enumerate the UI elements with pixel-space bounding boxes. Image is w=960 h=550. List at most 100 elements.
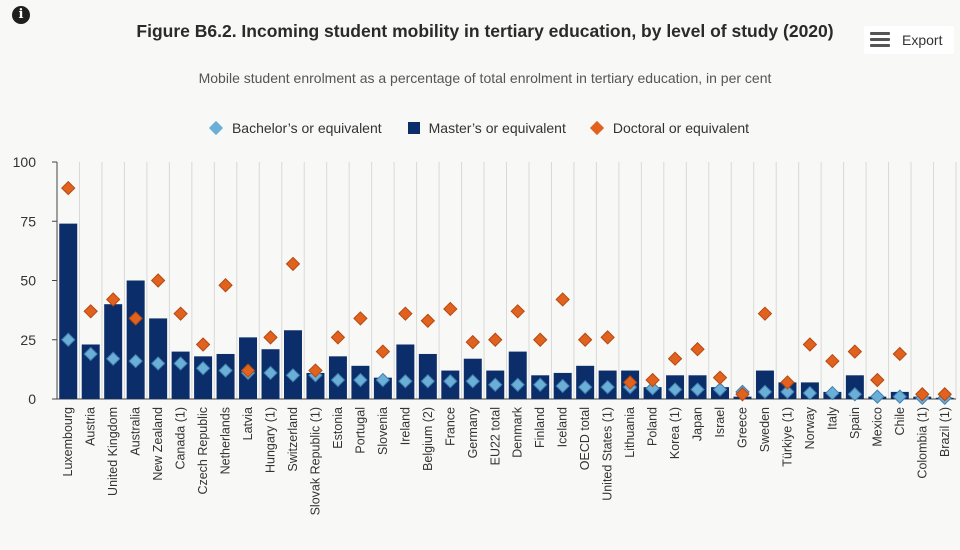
bachelor-point [555,378,570,394]
bachelor-point [667,382,683,397]
x-tick-label: Japan [691,407,705,441]
master-bar [396,344,415,399]
legend-bachelor-diamond-icon [208,120,224,136]
doctoral-point [353,311,368,326]
doctoral-point [600,330,615,345]
x-tick-label: Chile [893,407,907,436]
doctoral-point [533,332,548,347]
x-tick-label: EU22 total [488,407,502,465]
doctoral-point [330,330,346,345]
chart-title: Figure B6.2. Incoming student mobility i… [136,21,834,41]
export-label: Export [902,32,943,48]
doctoral-point [757,306,773,321]
master-bar [81,344,100,399]
doctoral-point [690,342,705,357]
doctoral-point [173,306,188,321]
bachelor-point [173,356,188,371]
doctoral-point [83,304,98,319]
x-tick-label: Ireland [398,407,412,445]
bachelor-point [420,374,436,389]
doctoral-point [667,351,683,366]
bachelor-point [128,353,143,369]
x-tick-label: Mexico [870,407,884,447]
doctoral-point [195,337,211,352]
x-tick-label: Belgium (2) [421,407,435,471]
legend-item-master[interactable]: Master’s or equivalent [407,120,566,136]
master-bar [59,223,78,399]
bachelor-point [105,351,121,366]
export-button[interactable]: Export [864,26,954,54]
bachelor-point [780,384,795,400]
legend-master-label: Master’s or equivalent [428,120,566,136]
x-tick-label: Lithuania [623,407,637,458]
bachelor-point [330,372,346,388]
bachelor-point [285,368,301,383]
doctoral-point [488,332,503,347]
bar-chart: 0 25 50 75 100 Luxembourg Austria United Kingdo… [13,154,957,515]
y-tick-label: 50 [20,273,36,289]
bachelor-point [645,381,660,396]
bachelor-point [375,372,391,388]
doctoral-point [802,337,818,352]
bachelor-point [802,385,818,401]
master-bar [283,330,302,399]
bachelor-point [150,356,166,371]
x-tick-label: United States (1) [601,407,615,501]
doctoral-point [218,278,233,293]
doctoral-point [105,292,121,307]
x-tick-label: Germany [466,406,480,458]
y-tick-label: 0 [28,391,36,407]
doctoral-point [937,387,952,402]
bachelor-point [847,387,863,402]
doctoral-point [443,301,458,317]
x-tick-label: Slovak Republic (1) [308,407,322,515]
doctoral-point [622,375,638,390]
doctoral-point [577,332,593,347]
doctoral-point [263,330,278,345]
doctoral-point [712,370,728,385]
doctoral-point [915,387,930,402]
info-icon[interactable]: i [12,6,30,24]
x-tick-label: New Zealand [151,407,165,481]
x-tick-label: Austria [84,407,98,446]
doctoral-point [150,273,166,288]
x-tick-label: Canada (1) [174,407,188,470]
bachelor-point [825,385,840,401]
bachelor-point [870,389,885,404]
x-tick-label: Estonia [331,407,345,449]
x-tick-label: Colombia (1) [915,407,929,479]
hamburger-menu-icon [870,32,890,48]
y-tick-label: 100 [13,154,37,170]
y-tick-label: 25 [20,332,36,348]
legend-bachelor-label: Bachelor’s or equivalent [231,120,382,136]
bachelor-point [577,379,593,395]
legend-item-doctoral[interactable]: Doctoral or equivalent [589,120,749,136]
master-bar [126,280,145,399]
doctoral-point [870,372,885,388]
x-tick-label: United Kingdom [106,407,120,496]
x-tick-label: Luxembourg [61,407,75,477]
x-tick-label: Netherlands [219,407,233,474]
bachelor-point [892,389,908,404]
doctoral-point [420,313,436,328]
bachelor-point [757,384,773,400]
x-tick-label: Denmark [511,406,525,457]
master-bar [306,372,325,399]
bachelor-point [600,379,615,395]
bachelor-point [488,377,503,392]
x-tick-label: Spain [848,407,862,439]
x-tick-label: Norway [803,406,817,449]
bachelor-point [83,346,98,362]
doctoral-point [285,256,301,272]
x-tick-label: Switzerland [286,407,300,472]
x-tick-label: Portugal [353,407,367,454]
doctoral-point [61,180,76,196]
bachelor-point [443,374,458,389]
doctoral-point [128,311,143,326]
bachelor-point [218,363,233,378]
bachelor-point [510,377,525,392]
doctoral-point [510,304,525,319]
doctoral-point [555,292,570,307]
x-tick-label: Latvia [241,407,255,440]
legend-item-bachelor[interactable]: Bachelor’s or equivalent [208,120,382,136]
